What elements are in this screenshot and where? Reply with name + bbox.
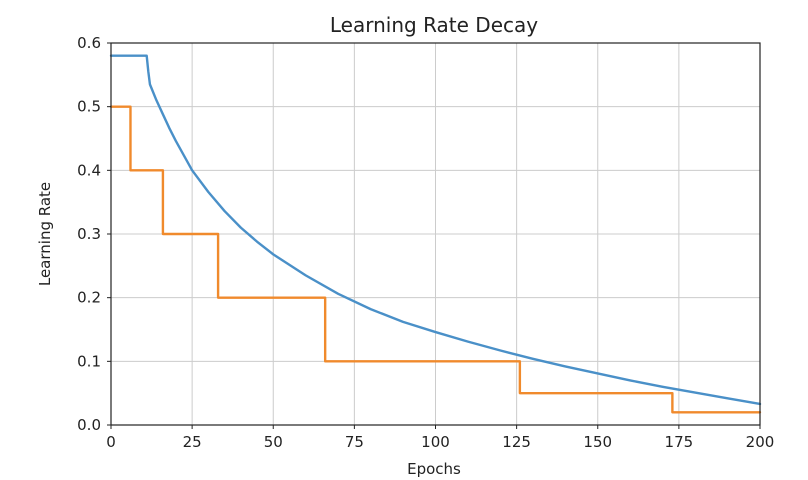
step-decay-line (109, 105, 762, 414)
y-tick-label: 0.3 (77, 225, 101, 243)
series-layer (109, 54, 762, 414)
x-tick-label: 75 (345, 433, 364, 451)
x-tick-label: 200 (746, 433, 775, 451)
x-tick-label: 175 (665, 433, 694, 451)
y-tick-label: 0.6 (77, 34, 101, 52)
y-tick-label: 0.5 (77, 98, 101, 116)
x-axis-label: Epochs (407, 460, 461, 478)
y-tick-label: 0.1 (77, 352, 101, 370)
y-axis-label: Learning Rate (36, 182, 54, 286)
y-tick-label: 0.0 (77, 416, 101, 434)
x-tick-label: 125 (502, 433, 531, 451)
chart-title: Learning Rate Decay (330, 13, 538, 37)
x-tick-label: 150 (583, 433, 612, 451)
x-tick-label: 50 (264, 433, 283, 451)
y-tick-label: 0.2 (77, 289, 101, 307)
y-tick-label: 0.4 (77, 161, 101, 179)
x-tick-label: 25 (183, 433, 202, 451)
ticks: 0 25 50 75 100 125 150 175 200 0.0 0.1 0.2 0.3 0.4 0.5… (77, 34, 774, 451)
x-tick-label: 100 (421, 433, 450, 451)
smooth-decay-line (109, 54, 762, 406)
x-tick-label: 0 (106, 433, 116, 451)
